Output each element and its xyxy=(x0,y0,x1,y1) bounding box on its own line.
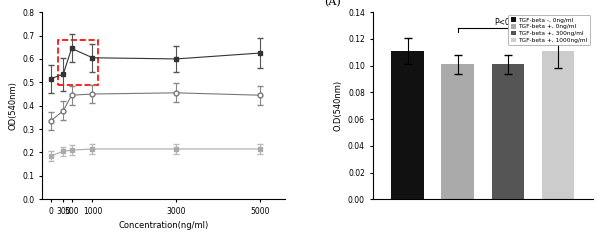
Bar xyxy=(391,51,424,199)
Bar xyxy=(491,64,524,199)
Legend: TGF-beta -, 0ng/ml, TGF-beta +, 0ng/ml, TGF-beta +, 300ng/ml, TGF-beta +, 1000ng: TGF-beta -, 0ng/ml, TGF-beta +, 0ng/ml, … xyxy=(508,15,590,45)
Bar xyxy=(58,40,97,85)
Bar xyxy=(442,64,474,199)
Bar xyxy=(541,51,574,199)
Y-axis label: OD(540nm): OD(540nm) xyxy=(8,81,17,130)
Y-axis label: O.D(540nm): O.D(540nm) xyxy=(333,80,342,131)
Text: P<0.05: P<0.05 xyxy=(494,18,522,27)
Text: (A): (A) xyxy=(324,0,341,8)
X-axis label: Concentration(ng/ml): Concentration(ng/ml) xyxy=(119,221,209,230)
